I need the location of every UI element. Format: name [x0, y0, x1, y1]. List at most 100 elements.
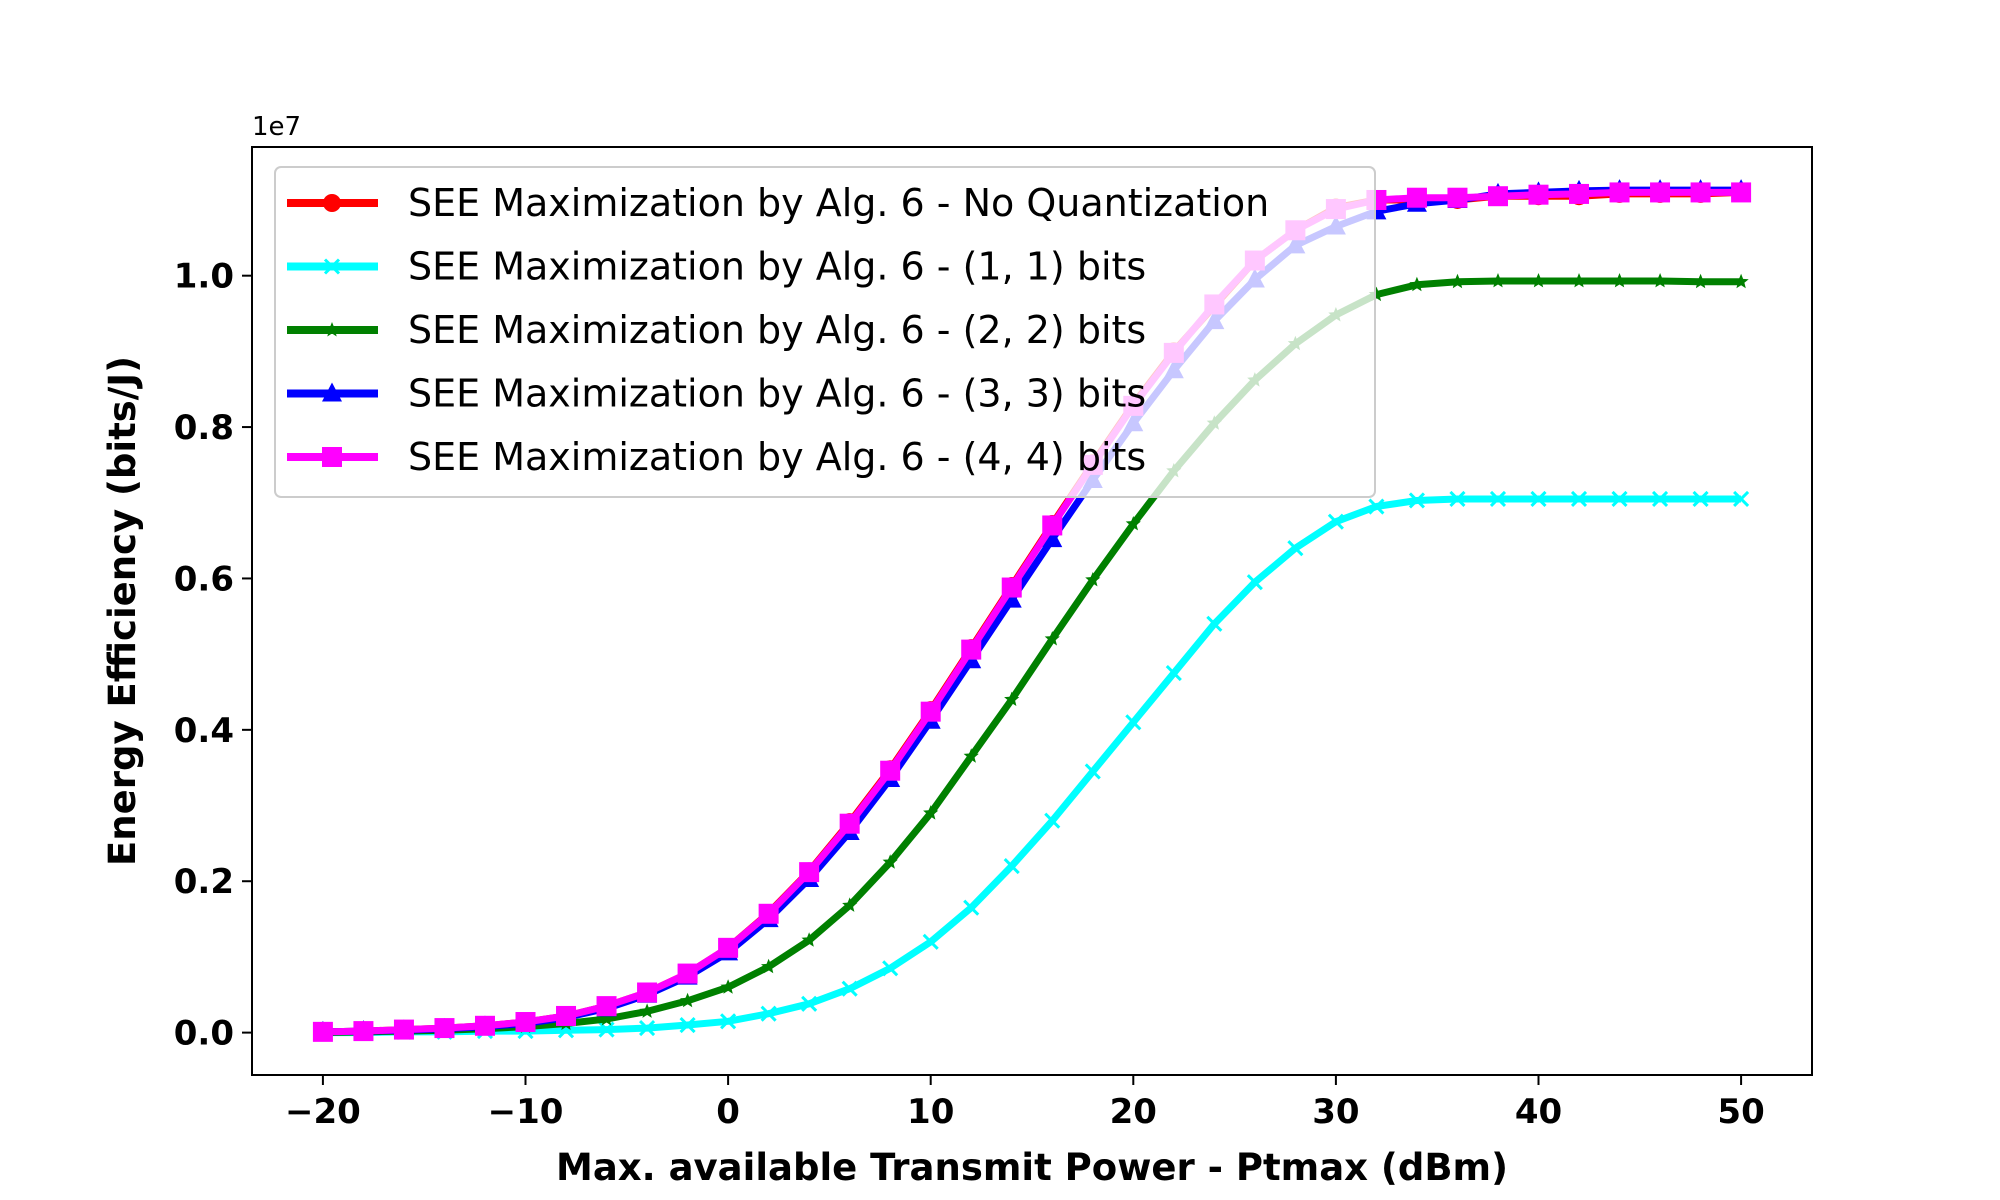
data-point: [1650, 182, 1671, 203]
data-point: [679, 1016, 696, 1034]
data-point: [801, 995, 818, 1012]
y-tick-label: 0.0: [174, 1014, 234, 1054]
data-point: [718, 937, 739, 958]
legend: SEE Maximization by Alg. 6 - No Quantiza…: [274, 166, 1376, 498]
data-point: [1125, 714, 1142, 731]
data-point: [1530, 490, 1547, 508]
data-point: [1409, 276, 1425, 292]
data-point: [474, 1015, 495, 1036]
legend-label: SEE Maximization by Alg. 6 - No Quantiza…: [408, 181, 1269, 225]
data-point: [1733, 273, 1749, 289]
data-point: [880, 760, 901, 781]
legend-marker: [323, 258, 341, 275]
data-point: [598, 1021, 615, 1038]
y-axis: 0.0 0.2 0.4 0.6 0.8 1.0: [174, 257, 252, 1054]
data-point: [598, 1011, 615, 1026]
data-point: [637, 982, 658, 1003]
data-point: [393, 1019, 414, 1040]
data-point: [1528, 184, 1549, 205]
data-point: [1692, 490, 1709, 508]
data-point: [1406, 187, 1427, 208]
data-point: [961, 639, 982, 660]
data-point: [1084, 763, 1101, 780]
data-point: [1571, 273, 1587, 288]
data-point: [920, 701, 941, 722]
data-point: [1004, 691, 1020, 706]
y-axis-label: Energy Efficiency (bits/J): [101, 356, 144, 866]
x-tick-label: −20: [285, 1092, 361, 1132]
data-point: [1733, 490, 1750, 508]
y-tick-label: 0.6: [174, 559, 234, 599]
legend-label: SEE Maximization by Alg. 6 - (3, 3) bits: [408, 372, 1146, 416]
data-point: [1609, 182, 1630, 203]
data-point: [799, 862, 820, 883]
data-point: [1165, 665, 1182, 682]
data-point: [882, 854, 898, 869]
data-point: [1085, 572, 1101, 587]
data-point: [353, 1021, 374, 1042]
data-point: [1042, 528, 1063, 548]
legend-item: SEE Maximization by Alg. 6 - (4, 4) bits: [287, 435, 1146, 479]
data-point: [639, 1020, 656, 1037]
legend-label: SEE Maximization by Alg. 6 - (2, 2) bits: [408, 308, 1146, 352]
data-point: [1690, 182, 1711, 203]
x-tick-label: 10: [907, 1092, 954, 1132]
data-point: [720, 1013, 737, 1030]
legend-marker: [323, 194, 341, 212]
data-point: [1487, 186, 1508, 207]
x-tick-label: 0: [716, 1092, 740, 1132]
legend-box: [274, 166, 1376, 498]
data-point: [1246, 574, 1263, 591]
plot-frame: [251, 146, 1813, 1076]
legend-item: SEE Maximization by Alg. 6 - (3, 3) bits: [287, 372, 1146, 416]
data-point: [1206, 615, 1223, 632]
data-point: [515, 1012, 536, 1033]
data-point: [1001, 588, 1022, 608]
data-point: [1489, 490, 1507, 508]
data-point: [1570, 490, 1588, 508]
data-point: [1001, 577, 1022, 598]
x-axis-label: Max. available Transmit Power - Ptmax (d…: [556, 1146, 1508, 1189]
data-point: [842, 897, 858, 912]
legend-marker: [324, 322, 340, 337]
data-point: [1693, 273, 1709, 289]
legend-marker: [322, 447, 342, 467]
data-point: [434, 1018, 455, 1039]
data-point: [801, 932, 817, 947]
data-point: [720, 979, 736, 994]
data-point: [1447, 187, 1468, 208]
x-axis: −20 −10 0 10 20 30 40 50: [285, 1075, 1765, 1132]
data-point: [1652, 273, 1668, 288]
y-offset-label: 1e7: [252, 112, 301, 142]
legend-label: SEE Maximization by Alg. 6 - (4, 4) bits: [408, 435, 1146, 479]
data-point: [841, 980, 858, 997]
data-point: [1368, 498, 1385, 515]
x-tick-label: −10: [488, 1092, 564, 1132]
y-tick-label: 1.0: [174, 257, 234, 297]
series-line: [322, 495, 1742, 1037]
data-point: [1651, 490, 1669, 508]
data-point: [1125, 516, 1141, 531]
x-tick-label: 20: [1110, 1092, 1157, 1132]
series-2: [314, 490, 1750, 1041]
data-point: [1368, 286, 1384, 302]
data-point: [1449, 273, 1466, 289]
data-point: [760, 1005, 777, 1022]
legend-item: SEE Maximization by Alg. 6 - (1, 1) bits: [287, 245, 1146, 289]
data-point: [758, 903, 779, 924]
x-tick-label: 30: [1312, 1092, 1359, 1132]
data-point: [1044, 631, 1060, 646]
data-point: [680, 992, 696, 1008]
data-point: [1569, 183, 1590, 204]
data-point: [761, 958, 777, 974]
data-point: [1611, 490, 1628, 508]
x-tick-label: 50: [1717, 1092, 1764, 1132]
data-point: [677, 963, 698, 984]
legend-marker: [322, 382, 342, 402]
data-point: [963, 748, 979, 763]
data-point: [882, 960, 899, 977]
data-point: [1731, 182, 1752, 203]
data-point: [1408, 492, 1426, 509]
data-point: [1327, 513, 1344, 530]
